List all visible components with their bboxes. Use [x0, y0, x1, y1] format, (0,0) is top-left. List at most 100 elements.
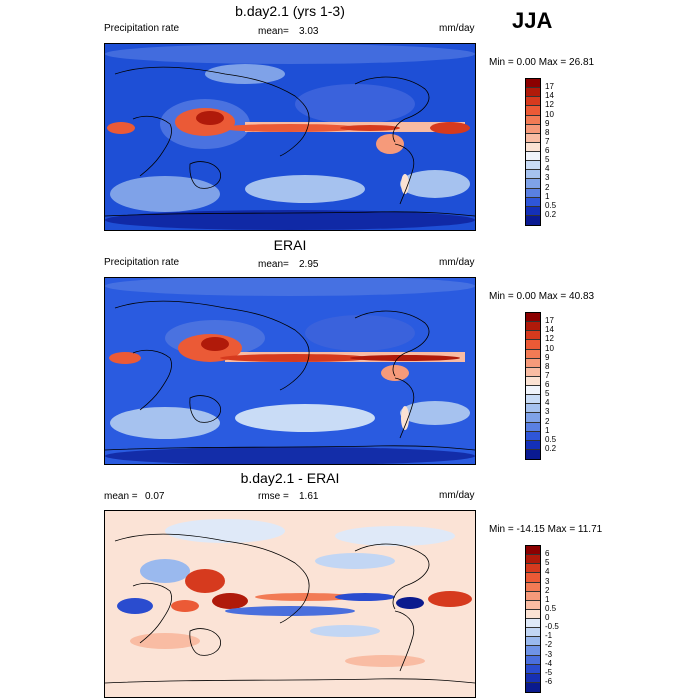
- colorbar-tick-label: 17: [545, 316, 554, 326]
- colorbar-swatch: [526, 206, 540, 216]
- colorbar-tick-label: 10: [545, 109, 554, 119]
- colorbar-swatch: [526, 97, 540, 107]
- panel1-colorbar-labels: 17 14 12 10 9 8 7 6 5 4 3 2 1 0.5 0.2: [545, 78, 585, 224]
- panel1-units: mm/day: [439, 23, 475, 34]
- panel3-map-svg: [105, 511, 475, 697]
- colorbar-tick-label: 1: [545, 191, 550, 201]
- colorbar-tick-label: -3: [545, 649, 553, 659]
- colorbar-tick-label: 6: [545, 549, 550, 559]
- colorbar-swatch: [526, 555, 540, 565]
- colorbar-tick-label: 6: [545, 380, 550, 389]
- colorbar-swatch: [526, 404, 540, 414]
- panel1-field-features: [105, 44, 475, 230]
- panel1-map-svg: [105, 44, 475, 230]
- colorbar-swatch: [526, 413, 540, 423]
- panel3-coastlines: [105, 533, 475, 684]
- panel1-coastlines: [105, 66, 475, 217]
- colorbar-tick-label: 14: [545, 325, 554, 335]
- panel3-colorbar-labels: 6 5 4 3 2 1 0.5 0 -0.5 -1 -2 -3 -4 -5 -6: [545, 545, 585, 691]
- colorbar-swatch: [526, 395, 540, 405]
- colorbar-tick-label: 0.5: [545, 603, 557, 613]
- panel1-mean-label: mean=: [258, 26, 289, 37]
- colorbar-tick-label: 5: [545, 389, 550, 399]
- colorbar-tick-label: 10: [545, 343, 554, 353]
- colorbar-tick-label: 5: [545, 558, 550, 568]
- colorbar-swatch: [526, 682, 540, 692]
- colorbar-swatch: [526, 582, 540, 592]
- panel2-map-svg: [105, 278, 475, 464]
- panel2-range: Min = 0.00 Max = 40.83: [489, 291, 595, 302]
- colorbar-tick-label: 12: [545, 100, 554, 110]
- panel3-title: b.day2.1 - ERAI: [240, 470, 340, 486]
- colorbar-tick-label: 0.2: [545, 443, 557, 453]
- colorbar-swatch: [526, 655, 540, 665]
- colorbar-swatch: [526, 449, 540, 459]
- colorbar-swatch: [526, 564, 540, 574]
- panel2-units: mm/day: [439, 257, 475, 268]
- panel1-title: b.day2.1 (yrs 1-3): [235, 3, 345, 19]
- colorbar-swatch: [526, 591, 540, 601]
- colorbar-swatch: [526, 142, 540, 152]
- colorbar-tick-label: 3: [545, 576, 550, 586]
- colorbar-swatch: [526, 349, 540, 359]
- colorbar-tick-label: 0.2: [545, 209, 557, 219]
- colorbar-tick-label: 0.5: [545, 434, 557, 444]
- colorbar-tick-label: 2: [545, 585, 550, 595]
- colorbar-swatch: [526, 358, 540, 368]
- panel2-title: ERAI: [273, 237, 307, 253]
- colorbar-tick-label: 2: [545, 182, 550, 192]
- colorbar-swatch: [526, 215, 540, 225]
- colorbar-swatch: [526, 161, 540, 171]
- colorbar-swatch: [526, 331, 540, 341]
- panel3-colorbar: [525, 545, 541, 693]
- colorbar-tick-label: 5: [545, 155, 550, 165]
- panel3-field-features: [117, 519, 472, 667]
- colorbar-swatch: [526, 422, 540, 432]
- colorbar-swatch: [526, 88, 540, 98]
- colorbar-swatch: [526, 106, 540, 116]
- panel1-mean-value: 3.03: [299, 26, 319, 37]
- colorbar-swatch: [526, 609, 540, 619]
- colorbar-swatch: [526, 133, 540, 143]
- panel3-rmse-value: 1.61: [299, 491, 319, 502]
- panel3-units: mm/day: [439, 490, 475, 501]
- colorbar-swatch: [526, 673, 540, 683]
- colorbar-swatch: [526, 619, 540, 629]
- colorbar-tick-label: 8: [545, 361, 550, 371]
- colorbar-tick-label: -6: [545, 676, 553, 686]
- panel2-colorbar-labels: 17 14 12 10 9 8 7 6 5 4 3 2 1 0.5 0.2: [545, 312, 585, 458]
- colorbar-tick-label: 4: [545, 164, 550, 174]
- colorbar-tick-label: -1: [545, 631, 553, 641]
- colorbar-swatch: [526, 197, 540, 207]
- colorbar-tick-label: 0: [545, 613, 550, 622]
- panel2-variable-label: Precipitation rate: [104, 257, 180, 268]
- panel3-map: [104, 510, 476, 698]
- colorbar-tick-label: -2: [545, 640, 553, 650]
- colorbar-tick-label: 1: [545, 425, 550, 435]
- colorbar-swatch: [526, 188, 540, 198]
- colorbar-swatch: [526, 179, 540, 189]
- colorbar-swatch: [526, 124, 540, 134]
- colorbar-tick-label: 4: [545, 567, 550, 577]
- colorbar-swatch: [526, 386, 540, 396]
- panel1-range: Min = 0.00 Max = 26.81: [489, 57, 595, 68]
- colorbar-tick-label: -4: [545, 658, 553, 668]
- colorbar-swatch: [526, 646, 540, 656]
- colorbar-swatch: [526, 152, 540, 162]
- colorbar-tick-label: 1: [545, 594, 550, 604]
- panel2-coastlines: [105, 300, 475, 451]
- colorbar-tick-label: 14: [545, 91, 554, 101]
- colorbar-swatch: [526, 637, 540, 647]
- panel3-mean-value: 0.07: [145, 491, 165, 502]
- panel1-colorbar: [525, 78, 541, 226]
- panel2-map: [104, 277, 476, 465]
- colorbar-swatch: [526, 664, 540, 674]
- colorbar-swatch: [526, 170, 540, 180]
- colorbar-swatch: [526, 546, 540, 556]
- colorbar-tick-label: 7: [545, 370, 550, 380]
- panel1-map: [104, 43, 476, 231]
- colorbar-tick-label: 2: [545, 416, 550, 426]
- colorbar-tick-label: 0.5: [545, 200, 557, 210]
- colorbar-tick-label: -5: [545, 667, 553, 677]
- panel2-colorbar: [525, 312, 541, 460]
